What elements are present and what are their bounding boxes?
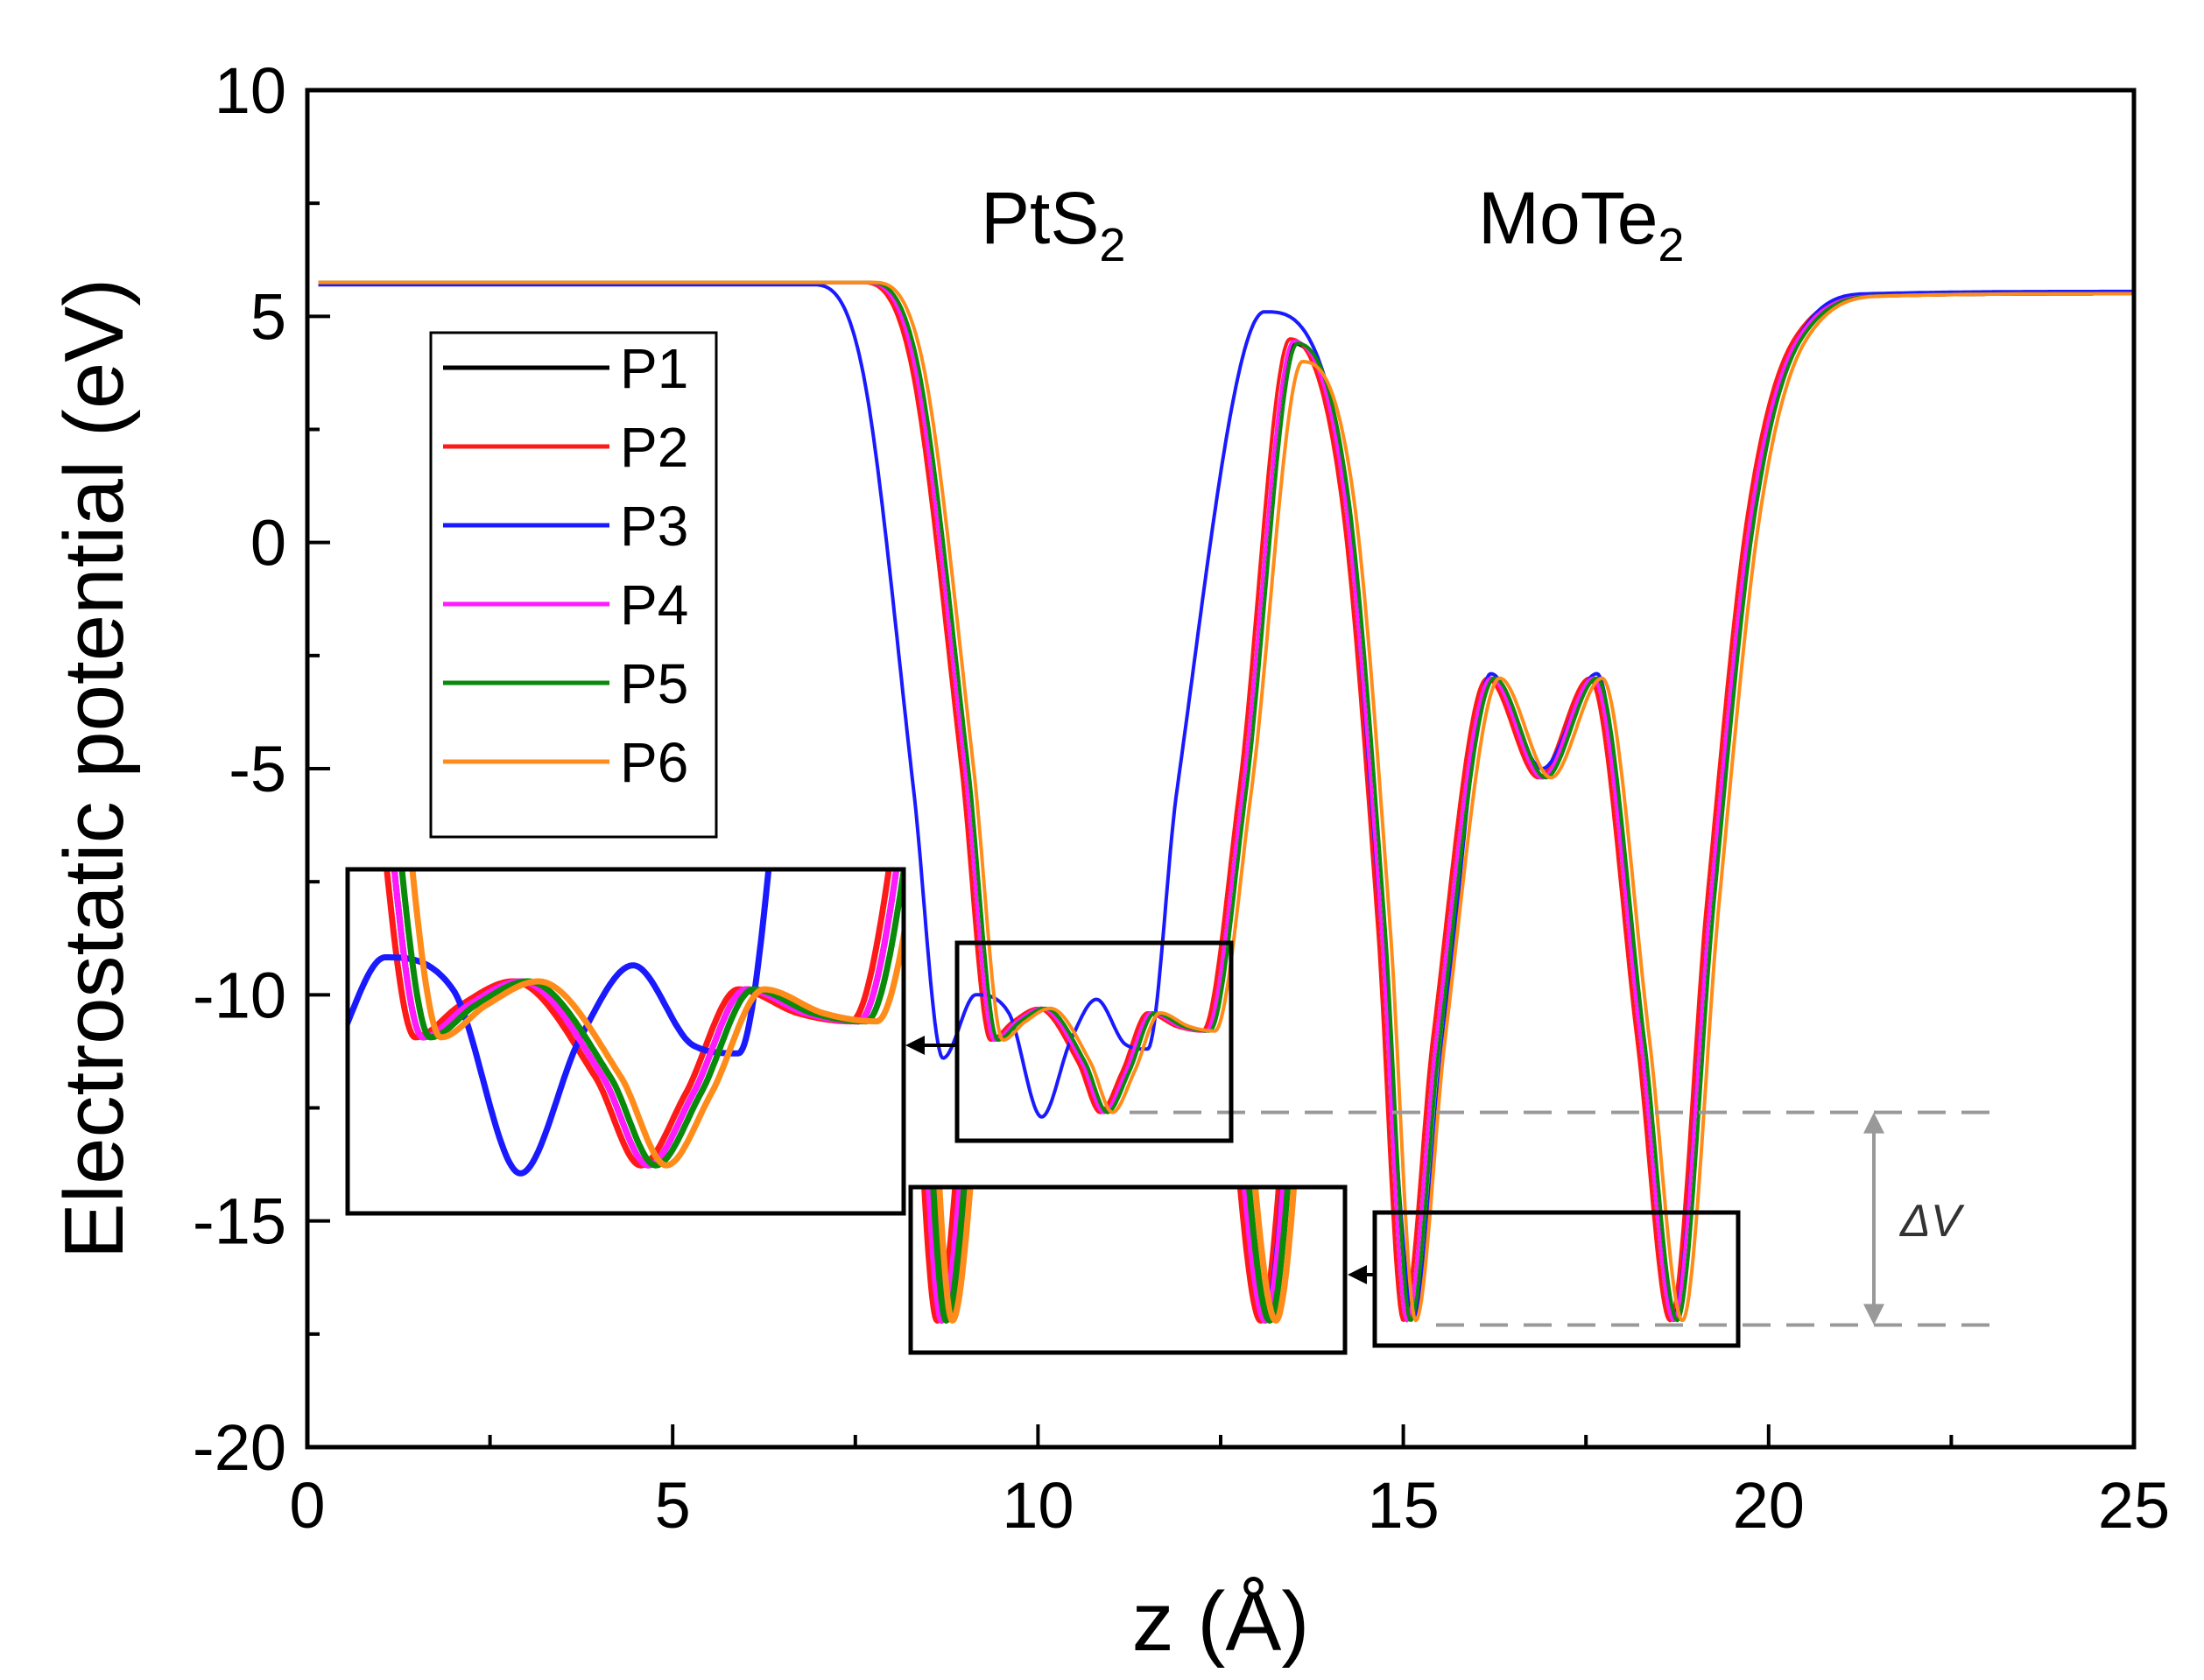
x-tick-label: 10 [1002, 1469, 1074, 1542]
inset-series-line-p3 [930, 1187, 1286, 1318]
y-tick-label: 0 [250, 507, 286, 580]
pts2-label: PtS2 [981, 177, 1125, 271]
mote2-label-subscript: 2 [1658, 219, 1684, 271]
legend-box [429, 331, 718, 839]
series-line-p6 [318, 280, 2134, 1323]
pts2-label-subscript: 2 [1099, 219, 1125, 271]
mote2-inset-arrow-head [1348, 1265, 1367, 1284]
legend-label-p5: P5 [620, 652, 688, 715]
legend-label-p4: P4 [620, 573, 688, 636]
mote2-inset-frame [908, 1184, 1348, 1355]
axis-ticks: 0 5 10 15 20 25 10 5 0 -5 -10 -15 -20 [193, 54, 2170, 1542]
inset-pointer-arrows [905, 1036, 1375, 1284]
x-axis-title: z (Å) [1132, 1575, 1310, 1669]
x-tick-label: 20 [1733, 1469, 1805, 1542]
inset-series-line-p5 [930, 1187, 1292, 1324]
series-line-p3 [318, 283, 2134, 1318]
mote2-label-main: MoTe [1478, 177, 1658, 259]
mote2-label: MoTe2 [1478, 177, 1684, 271]
y-tick-label: -5 [229, 733, 286, 805]
main-plot-area [318, 280, 2134, 1323]
delta-v-annotation: ΔV [1130, 1110, 1996, 1327]
pts2-label-main: PtS [981, 177, 1099, 259]
delta-v-label: ΔV [1898, 1196, 1965, 1247]
x-tick-label: 5 [655, 1469, 691, 1542]
delta-v-arrow-head-top [1863, 1112, 1884, 1134]
legend-label-p3: P3 [620, 495, 688, 558]
x-tick-label: 0 [289, 1469, 325, 1542]
legend-label-p1: P1 [620, 337, 688, 400]
y-tick-label: -10 [193, 959, 286, 1031]
pts2-inset-background [348, 869, 904, 1213]
y-tick-label: -15 [193, 1185, 286, 1258]
x-tick-label: 15 [1367, 1469, 1439, 1542]
delta-v-arrow-head-bottom [1863, 1304, 1884, 1325]
legend-label-p6: P6 [620, 731, 688, 794]
legend-label-p2: P2 [620, 416, 688, 479]
x-tick-label: 25 [2098, 1469, 2170, 1542]
pts2-inset-arrow-head [905, 1036, 925, 1055]
y-axis-title: Electrostatic potential (eV) [47, 278, 141, 1260]
pts2-inset-frame [345, 867, 906, 1216]
inset-series-line-p6 [409, 869, 904, 1169]
mote2-zoom-source-box [1372, 1210, 1741, 1348]
y-tick-label: 5 [250, 280, 286, 353]
pts2-inset-plot [348, 869, 904, 1177]
inset-series-line-p1 [926, 1187, 1286, 1324]
y-tick-label: -20 [193, 1411, 286, 1484]
mote2-inset-plot [921, 1187, 1298, 1324]
pts2-zoom-source-box [954, 940, 1234, 1143]
inset-series-line-p6 [936, 1187, 1298, 1324]
inset-series-line-p4 [926, 1187, 1286, 1324]
y-tick-label: 10 [215, 54, 286, 127]
legend: P1 P2 P3 P4 P5 P6 [429, 331, 718, 839]
inset-series-line-p2 [921, 1187, 1282, 1324]
